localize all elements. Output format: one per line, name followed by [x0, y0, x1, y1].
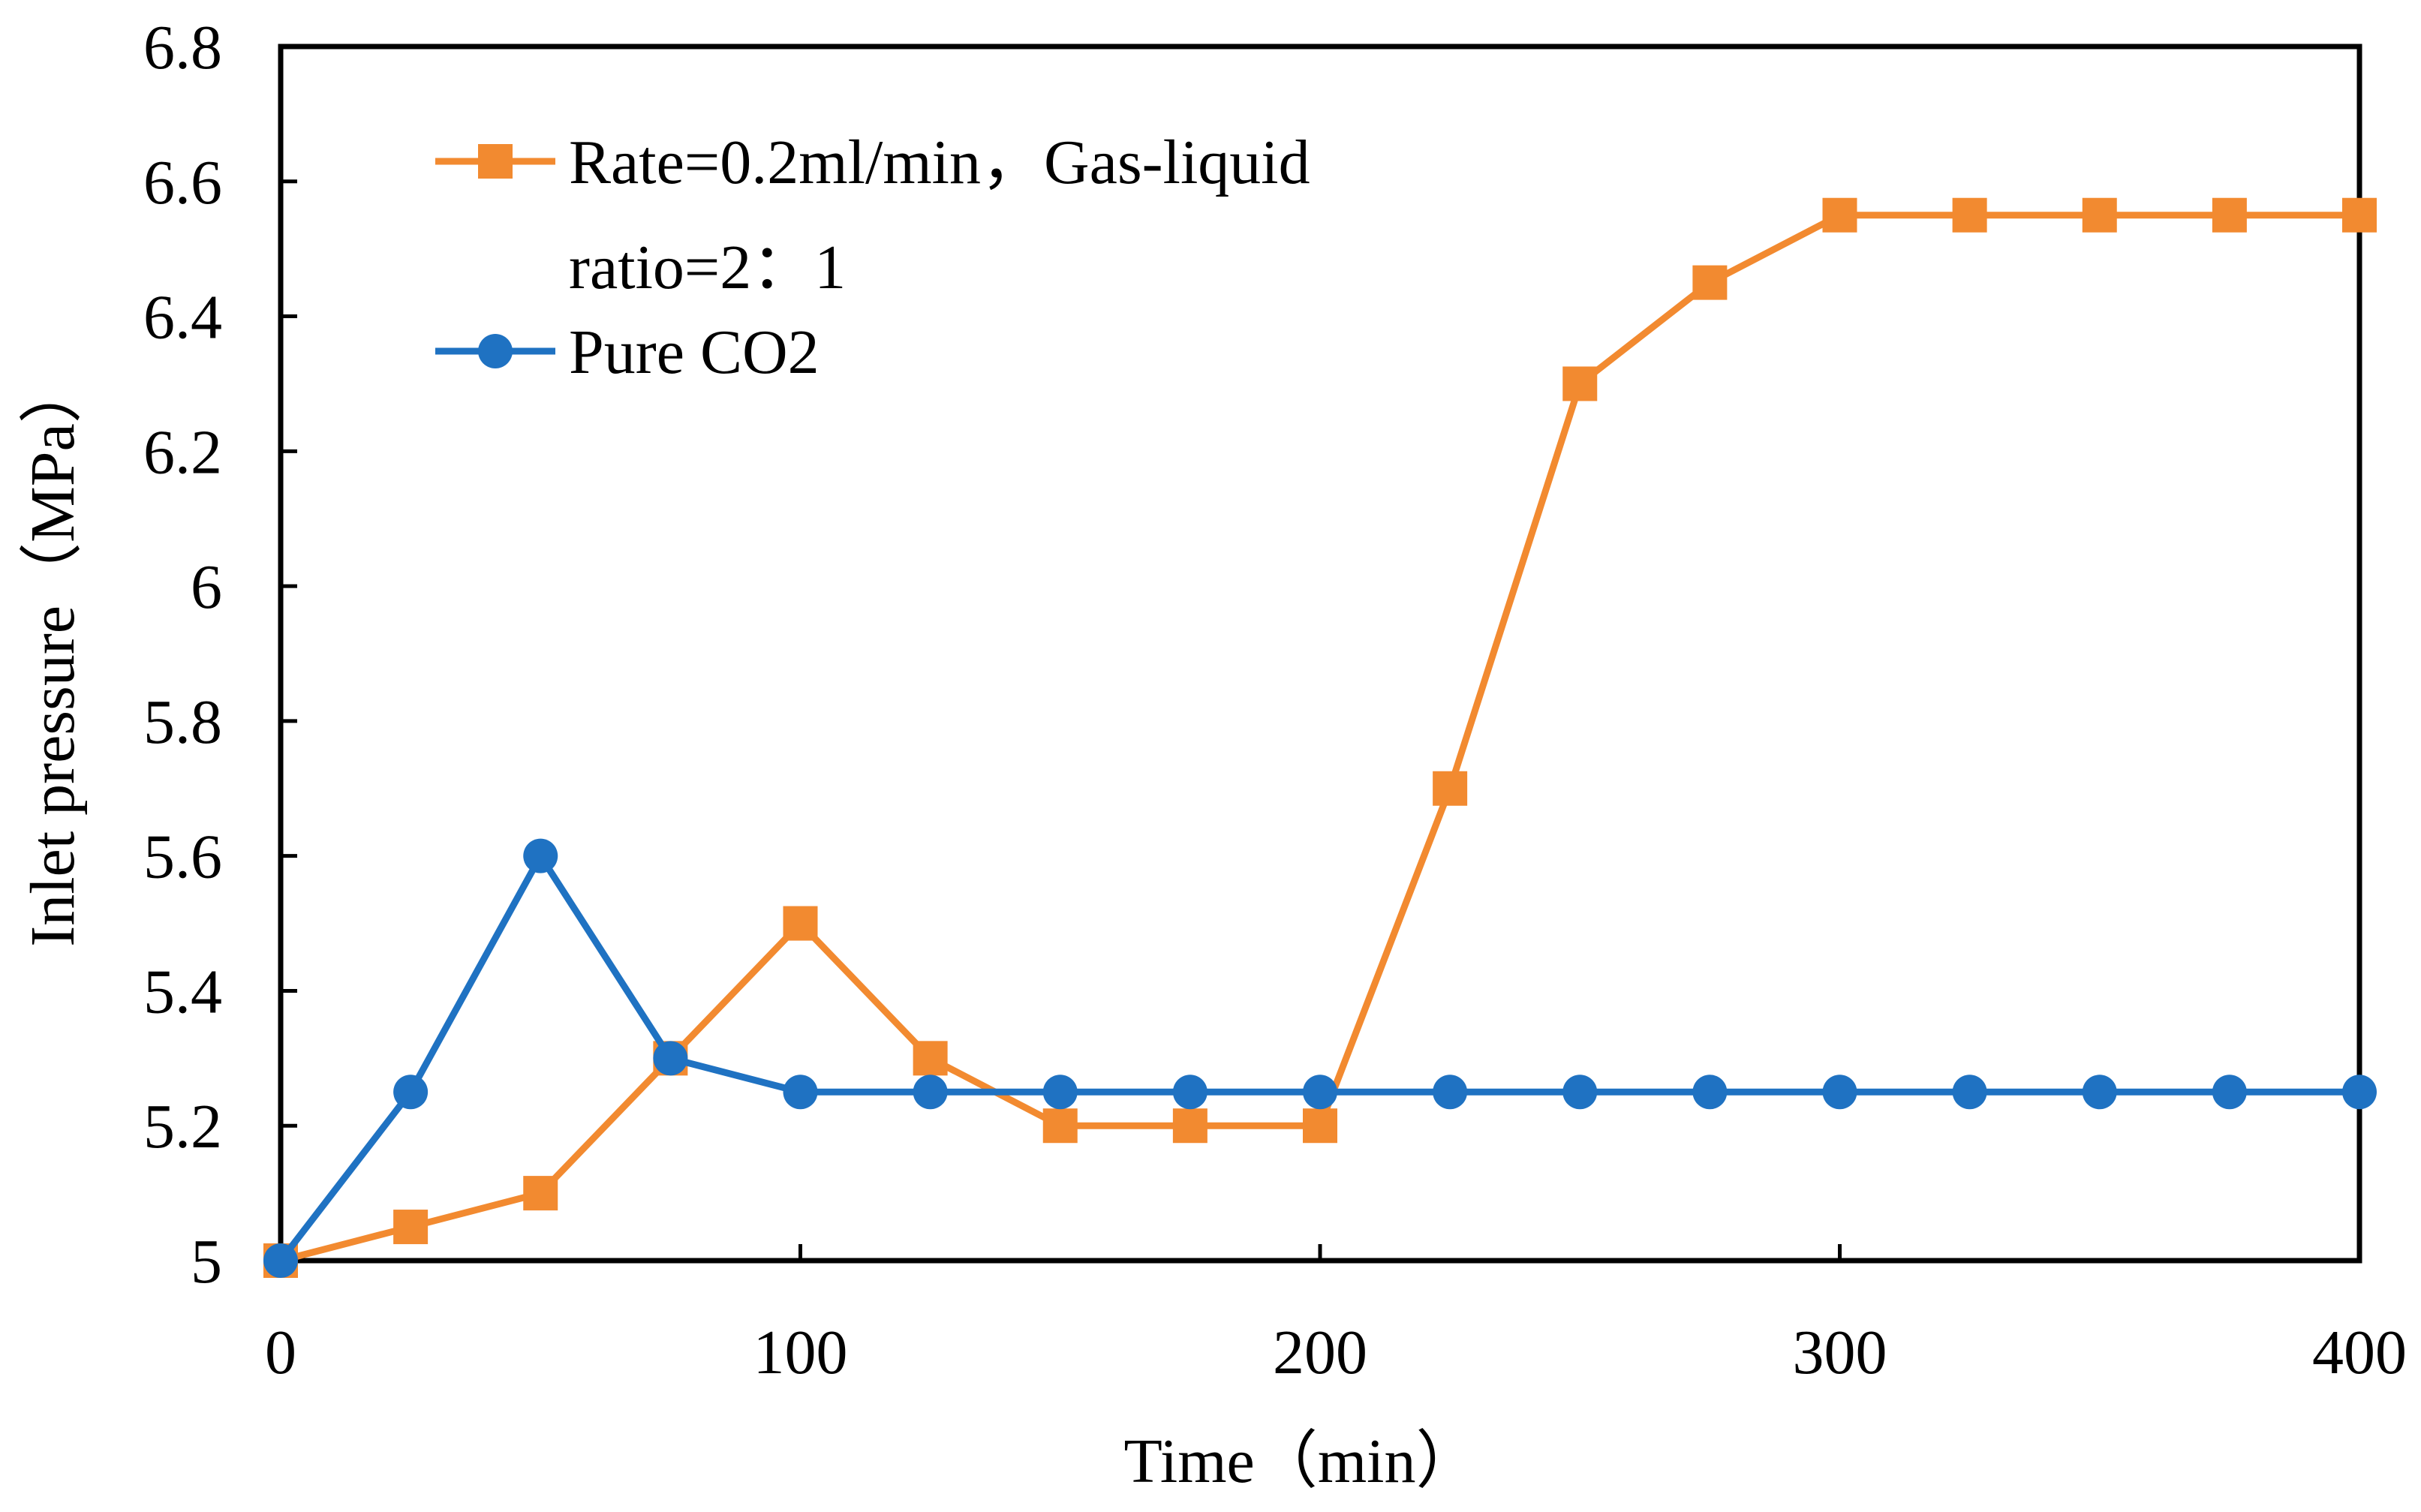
- data-point: [1303, 1075, 1337, 1110]
- legend-swatch-marker: [478, 334, 513, 368]
- x-tick-label: 400: [2312, 1318, 2407, 1387]
- y-tick-label: 6: [191, 552, 222, 622]
- legend-item-2: Pure CO2: [435, 317, 820, 387]
- data-point: [1952, 1075, 1987, 1110]
- y-tick-label: 5.4: [143, 957, 222, 1027]
- data-point: [1042, 1108, 1078, 1144]
- data-point: [783, 906, 818, 941]
- data-point: [913, 1075, 948, 1110]
- data-point: [523, 1176, 558, 1211]
- data-point: [2082, 1075, 2117, 1110]
- data-point: [1433, 771, 1468, 806]
- data-point: [1433, 1075, 1468, 1110]
- data-point: [2342, 1075, 2377, 1110]
- data-point: [1562, 1075, 1598, 1110]
- x-tick-label: 0: [265, 1318, 296, 1387]
- data-point: [1952, 197, 1987, 233]
- data-point: [2082, 197, 2117, 233]
- data-point: [1172, 1075, 1207, 1110]
- legend-swatch-marker: [478, 144, 513, 179]
- y-tick-label: 6.8: [143, 13, 222, 83]
- y-axis: 5 5.2 5.4 5.6 5.8 6 6.2 6.4 6.6 6.8: [143, 13, 297, 1297]
- y-tick-label: 5.2: [143, 1092, 222, 1162]
- data-point: [653, 1041, 688, 1076]
- x-tick-label: 200: [1273, 1318, 1367, 1387]
- legend: Rate=0.2ml/min，Gas-liquid ratio=2：1 Pure C…: [435, 128, 1310, 387]
- data-point: [1822, 1075, 1857, 1110]
- legend-label: ratio=2：1: [569, 233, 846, 302]
- legend-label: Pure CO2: [569, 317, 820, 387]
- data-point: [1822, 197, 1857, 233]
- y-axis-label: Inlet pressure（MPa）: [18, 360, 88, 947]
- data-point: [393, 1210, 429, 1245]
- data-point: [1692, 265, 1728, 300]
- x-axis: 0 100 200 300 400: [265, 1244, 2407, 1387]
- y-tick-label: 5.6: [143, 822, 222, 892]
- y-tick-label: 6.2: [143, 417, 222, 487]
- series-1: [263, 197, 2377, 1278]
- data-point: [263, 1243, 298, 1278]
- x-tick-label: 100: [753, 1318, 848, 1387]
- legend-label: Rate=0.2ml/min，Gas-liquid: [569, 128, 1310, 197]
- x-axis-label: Time（min）: [1124, 1426, 1479, 1496]
- y-tick-label: 5: [191, 1227, 222, 1297]
- data-point: [1562, 366, 1598, 401]
- y-tick-label: 5.8: [143, 687, 222, 757]
- series-2: [263, 838, 2377, 1278]
- y-tick-label: 6.6: [143, 148, 222, 218]
- data-point: [1172, 1108, 1207, 1144]
- data-point: [1692, 1075, 1728, 1110]
- data-point: [1303, 1108, 1337, 1144]
- data-point: [523, 838, 558, 873]
- legend-item-1: Rate=0.2ml/min，Gas-liquid ratio=2：1: [435, 128, 1310, 302]
- data-point: [2212, 197, 2247, 233]
- y-tick-label: 6.4: [143, 283, 222, 353]
- series-layer: [263, 197, 2377, 1278]
- data-point: [2342, 197, 2377, 233]
- series-line: [278, 852, 2359, 1263]
- data-point: [2212, 1075, 2247, 1110]
- data-point: [913, 1041, 948, 1076]
- data-point: [393, 1075, 429, 1110]
- x-tick-label: 300: [1793, 1318, 1887, 1387]
- data-point: [1042, 1075, 1078, 1110]
- data-point: [783, 1075, 818, 1110]
